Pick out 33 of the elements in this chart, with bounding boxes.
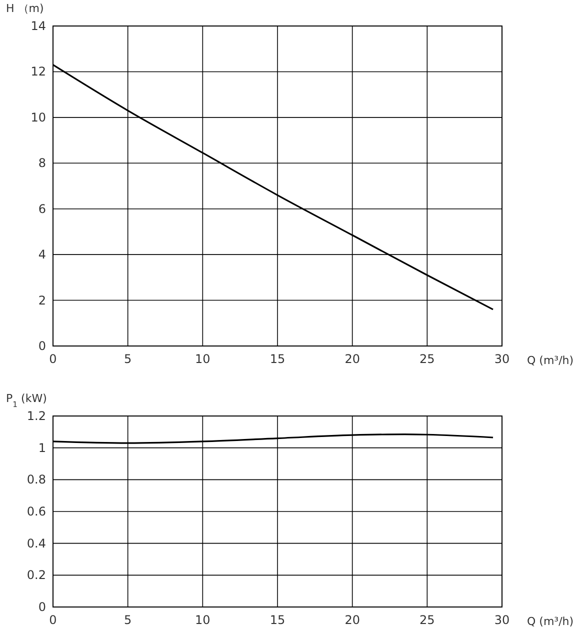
x-axis-title: Q (m³/h)	[527, 354, 574, 367]
x-tick-label: 15	[270, 352, 286, 366]
x-tick-label: 25	[420, 613, 435, 627]
y-tick-label: 2	[38, 293, 46, 308]
x-tick-label: 5	[124, 352, 132, 366]
y-tick-label: 0.6	[26, 504, 46, 518]
y-tick-label: 14	[30, 19, 46, 33]
y-tick-label: 0.4	[26, 536, 46, 550]
x-tick-label: 20	[344, 352, 360, 366]
y-tick-label: 0	[38, 600, 46, 614]
y-tick-label: 0.8	[26, 472, 46, 487]
y-tick-label: 8	[38, 156, 46, 170]
y-axis-title: H （m)	[6, 2, 44, 15]
y-tick-label: 1.2	[26, 409, 46, 423]
x-tick-label: 10	[195, 352, 210, 366]
y-tick-label: 0	[38, 339, 46, 353]
x-tick-label: 0	[49, 352, 57, 366]
x-tick-label: 30	[494, 352, 510, 366]
x-axis-title: Q (m³/h)	[527, 615, 574, 628]
x-tick-label: 25	[420, 352, 435, 366]
y-tick-label: 1	[38, 440, 46, 455]
y-axis-title: P$_{1}$ (kW)	[6, 392, 47, 408]
y-tick-label: 4	[38, 248, 46, 262]
x-tick-label: 30	[494, 613, 510, 627]
y-tick-label: 12	[30, 64, 46, 79]
x-tick-label: 15	[270, 613, 286, 627]
y-tick-label: 0.2	[26, 568, 46, 582]
x-tick-label: 0	[49, 613, 57, 627]
y-tick-label: 6	[38, 202, 46, 216]
y-tick-label: 10	[30, 110, 46, 124]
x-tick-label: 10	[195, 613, 210, 627]
x-tick-label: 20	[344, 613, 360, 627]
x-tick-label: 5	[124, 613, 132, 627]
